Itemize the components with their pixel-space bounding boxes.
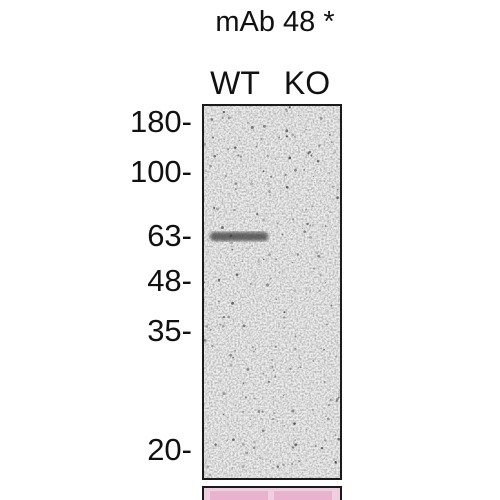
ponceau-loading-strip (202, 486, 342, 500)
lane-label-ko: KO (283, 65, 331, 101)
mw-marker-35: 35- (147, 313, 192, 348)
blot-image (204, 106, 340, 478)
blot-grain (204, 106, 340, 478)
mw-marker-180: 180- (129, 104, 192, 139)
mw-marker-63: 63- (147, 218, 192, 253)
wt-band-63kda (210, 232, 268, 241)
lane-label-wt: WT (210, 65, 260, 101)
mw-marker-48: 48- (147, 263, 192, 298)
western-blot-panel (202, 104, 342, 480)
mw-marker-100: 100- (129, 154, 192, 189)
antibody-title: mAb 48 * (215, 6, 335, 38)
blot-speckles (204, 106, 340, 477)
ponceau-lane-ko (274, 491, 332, 500)
ponceau-lane-wt (210, 491, 268, 500)
mw-marker-20: 20- (147, 432, 192, 467)
